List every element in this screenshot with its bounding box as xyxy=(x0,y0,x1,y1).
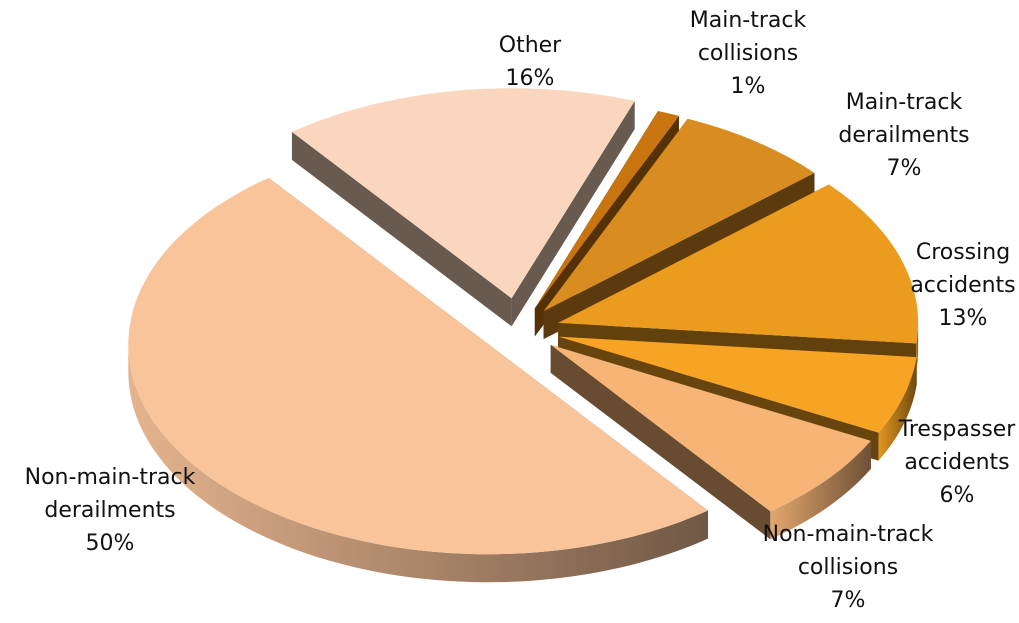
main-track-collisions-label-line: Main-track xyxy=(690,8,807,33)
trespasser-accidents-label: Trespasser accidents 6% xyxy=(898,417,1017,508)
trespasser-accidents-label-line: accidents xyxy=(904,450,1009,475)
non-main-track-derailments-slice xyxy=(128,177,708,555)
trespasser-accidents-slice-rim xyxy=(878,357,917,461)
main-track-derailments-percent-label: 7% xyxy=(887,156,922,181)
non-main-track-derailments-label-line: Non-main-track xyxy=(25,465,196,490)
crossing-accidents-label-line: accidents xyxy=(910,273,1015,298)
crossing-accidents-label: Crossing accidents 13% xyxy=(910,240,1015,331)
other-label: Other 16% xyxy=(499,33,562,91)
main-track-derailments-slice xyxy=(543,118,815,312)
other-label-line: Other xyxy=(499,33,562,58)
other-slice xyxy=(291,88,635,299)
other-slice-wall-end xyxy=(511,100,635,327)
crossing-accidents-slice xyxy=(558,184,919,344)
main-track-derailments-label: Main-track derailments 7% xyxy=(838,90,969,181)
slice-labels: Main-track collisions 1% Main-track derailme… xyxy=(25,8,1017,613)
crossing-accidents-label-line: Crossing xyxy=(916,240,1010,265)
main-track-derailments-label-line: Main-track xyxy=(846,90,963,115)
non-main-track-collisions-label: Non-main-track collisions 7% xyxy=(763,522,934,613)
non-main-track-collisions-slice-wall-end xyxy=(550,344,771,540)
main-track-collisions-label-line: collisions xyxy=(698,41,798,66)
main-track-collisions-slice xyxy=(534,110,679,309)
main-track-collisions-label: Main-track collisions 1% xyxy=(690,8,807,99)
non-main-track-derailments-percent-label: 50% xyxy=(86,531,135,556)
non-main-track-collisions-label-line: collisions xyxy=(798,555,898,580)
main-track-collisions-percent-label: 1% xyxy=(731,74,766,99)
trespasser-accidents-label-line: Trespasser xyxy=(898,417,1017,442)
trespasser-accidents-percent-label: 6% xyxy=(940,483,975,508)
non-main-track-collisions-label-line: Non-main-track xyxy=(763,522,934,547)
non-main-track-collisions-percent-label: 7% xyxy=(831,588,866,613)
non-main-track-derailments-slice-rim xyxy=(128,344,708,583)
other-percent-label: 16% xyxy=(506,66,555,91)
non-main-track-collisions-slice xyxy=(550,344,871,512)
trespasser-accidents-slice xyxy=(558,336,917,433)
non-main-track-derailments-label-line: derailments xyxy=(44,498,175,523)
other-slice-wall-start xyxy=(291,131,512,327)
main-track-derailments-label-line: derailments xyxy=(838,123,969,148)
crossing-accidents-percent-label: 13% xyxy=(939,306,988,331)
non-main-track-derailments-label: Non-main-track derailments 50% xyxy=(25,465,196,556)
slice-tops xyxy=(128,88,919,555)
crossing-accidents-slice-rim xyxy=(916,322,919,372)
non-main-track-collisions-slice-rim xyxy=(770,440,871,540)
